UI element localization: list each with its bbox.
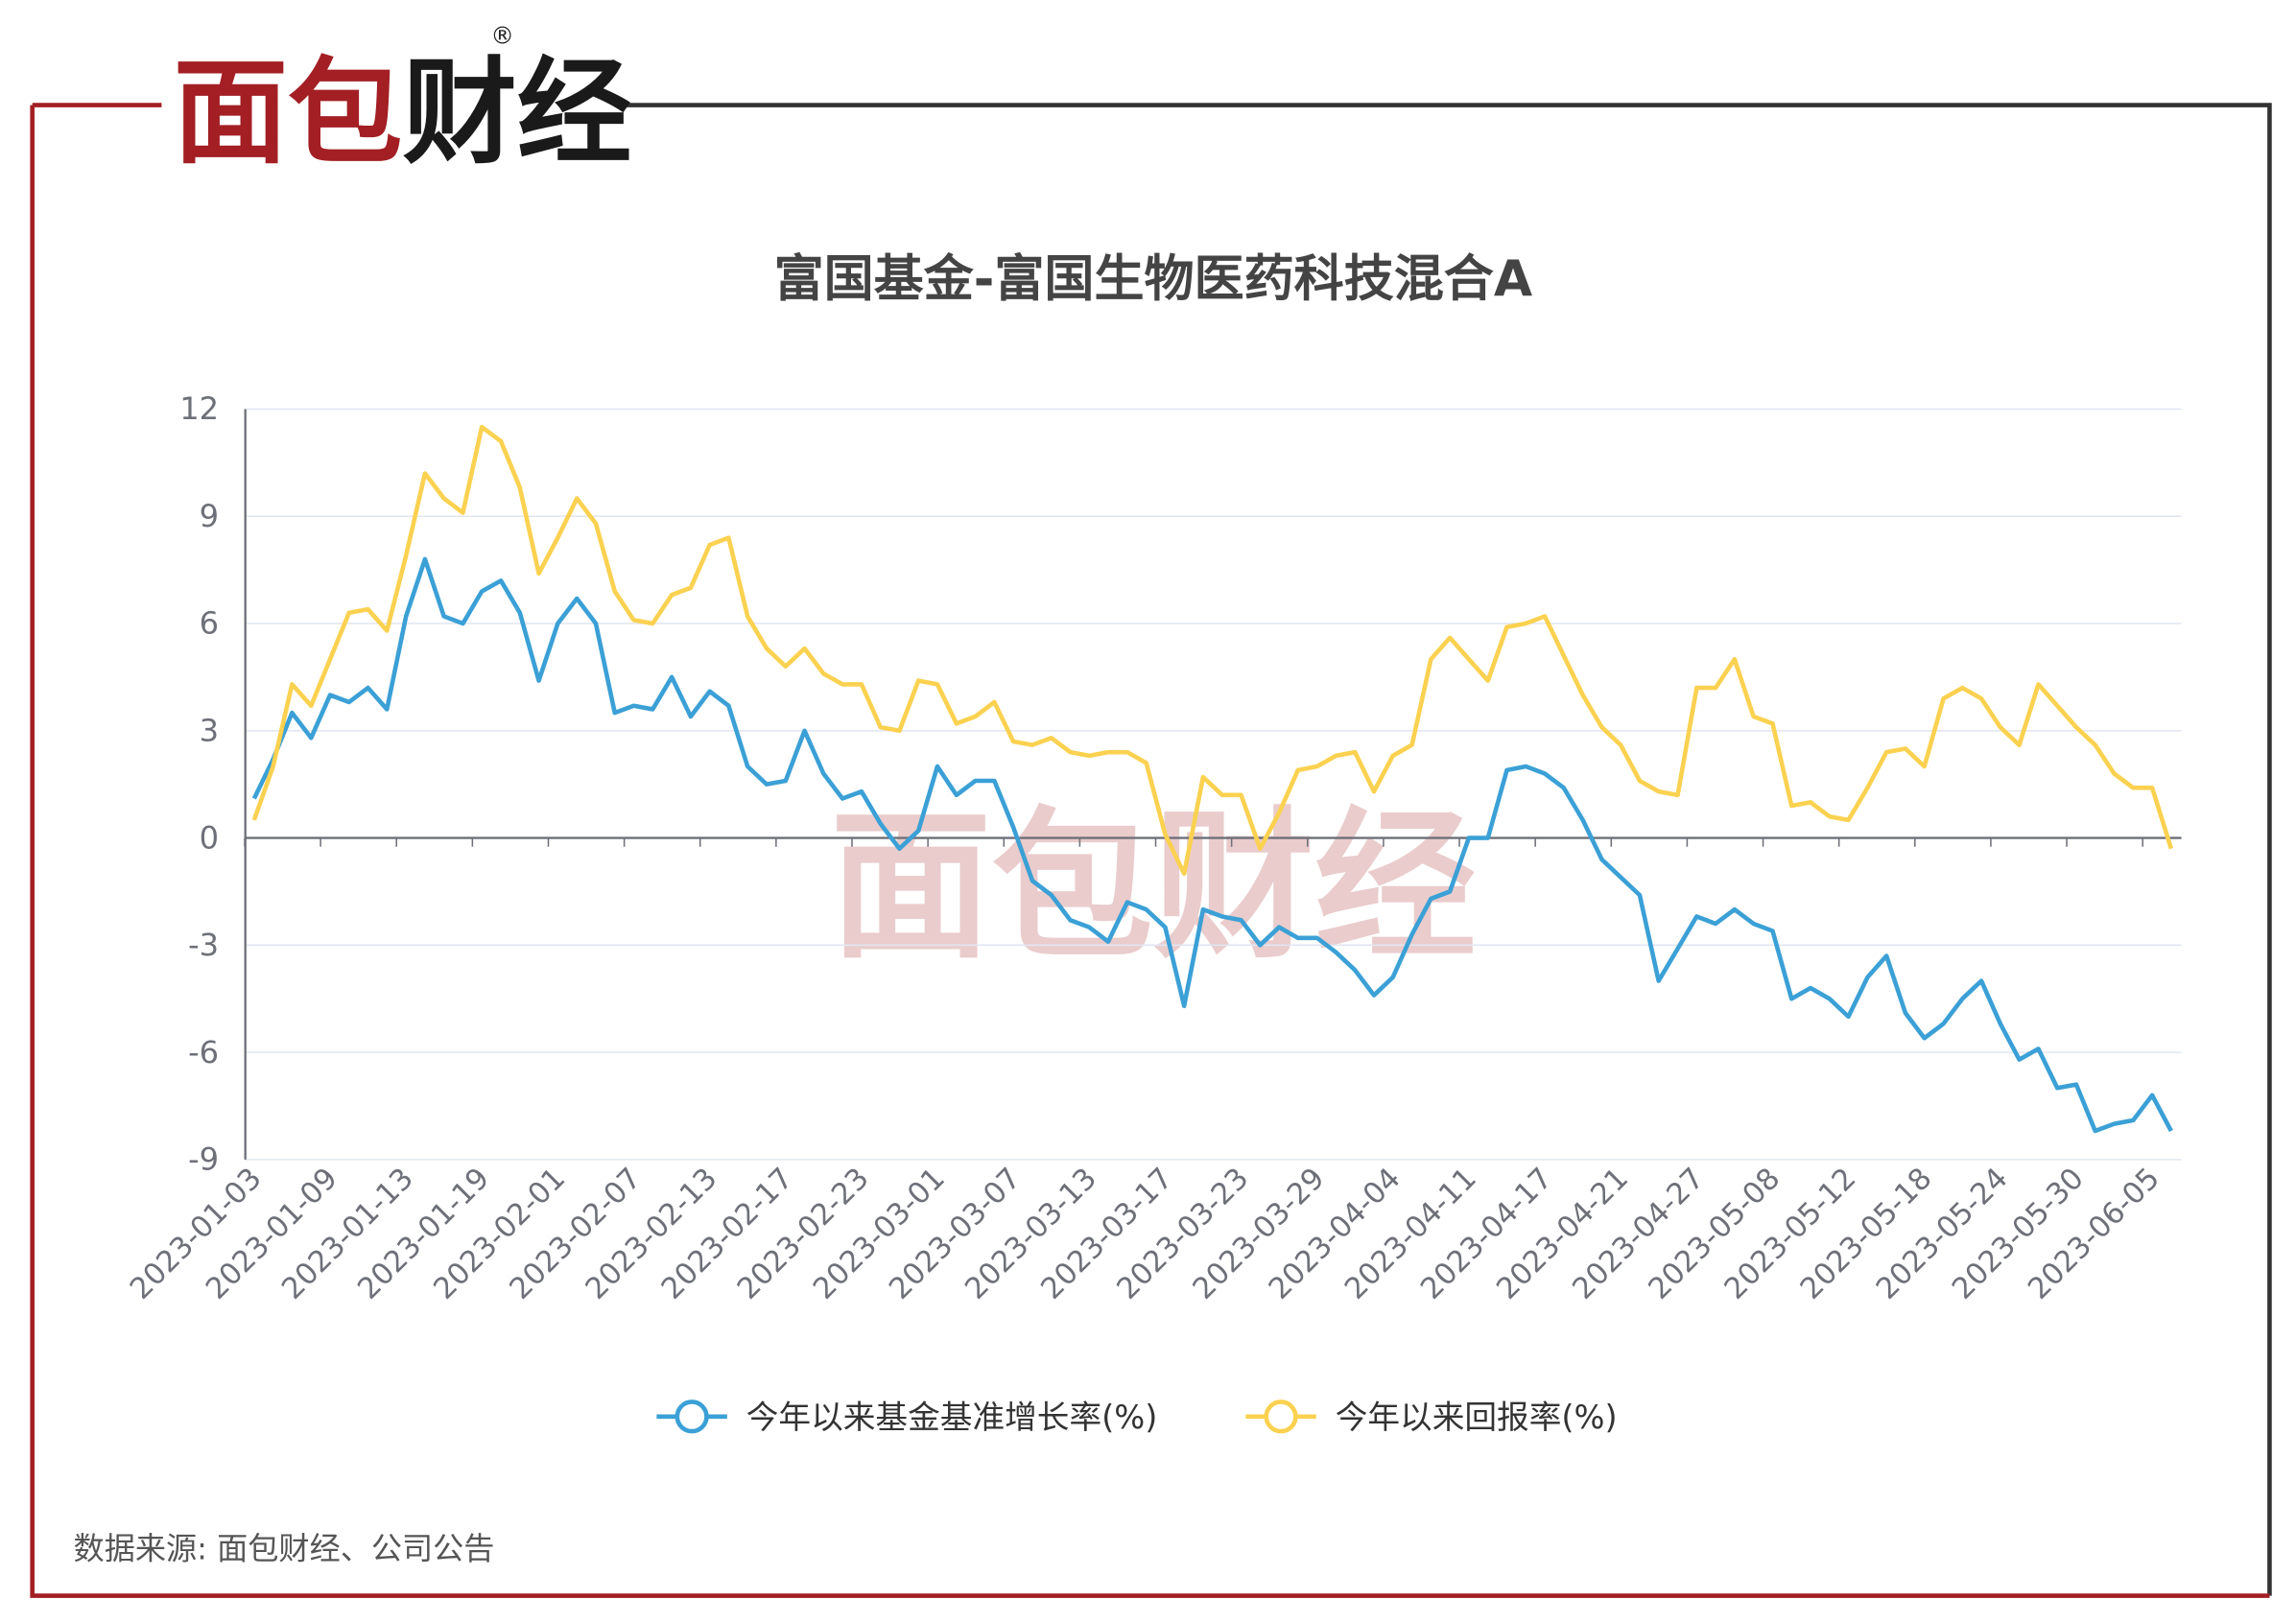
legend-label: 今年以来回报率(%) [1336,1399,1618,1436]
frame-top-right [617,103,2272,1596]
logo-red: 面包 [174,47,403,180]
frame-left-bottom [30,105,2270,1598]
legend-label: 今年以来基金基准增长率(%) [746,1399,1158,1436]
logo-mark: ® [490,21,513,49]
series-line [251,556,2173,1134]
y-tick-label: -6 [188,1034,219,1070]
logo-black: 财经 [402,47,631,180]
chart-title: 富国基金-富国生物医药科技混合A [774,251,1533,309]
y-tick-label: 9 [200,498,219,534]
y-tick-label: 6 [200,605,219,642]
y-tick-label: 12 [179,390,219,427]
logo: 面包财经 [174,47,632,180]
y-tick-label: 3 [200,713,219,749]
y-tick-label: -9 [188,1141,219,1178]
series-line [251,424,2174,877]
y-tick-label: -3 [188,927,219,963]
source-note: 数据来源: 面包财经、公司公告 [74,1530,495,1566]
legend-marker [1264,1400,1298,1434]
watermark: 面包财经 [830,792,1477,980]
y-tick-label: 0 [200,819,219,856]
legend-marker [675,1400,709,1434]
